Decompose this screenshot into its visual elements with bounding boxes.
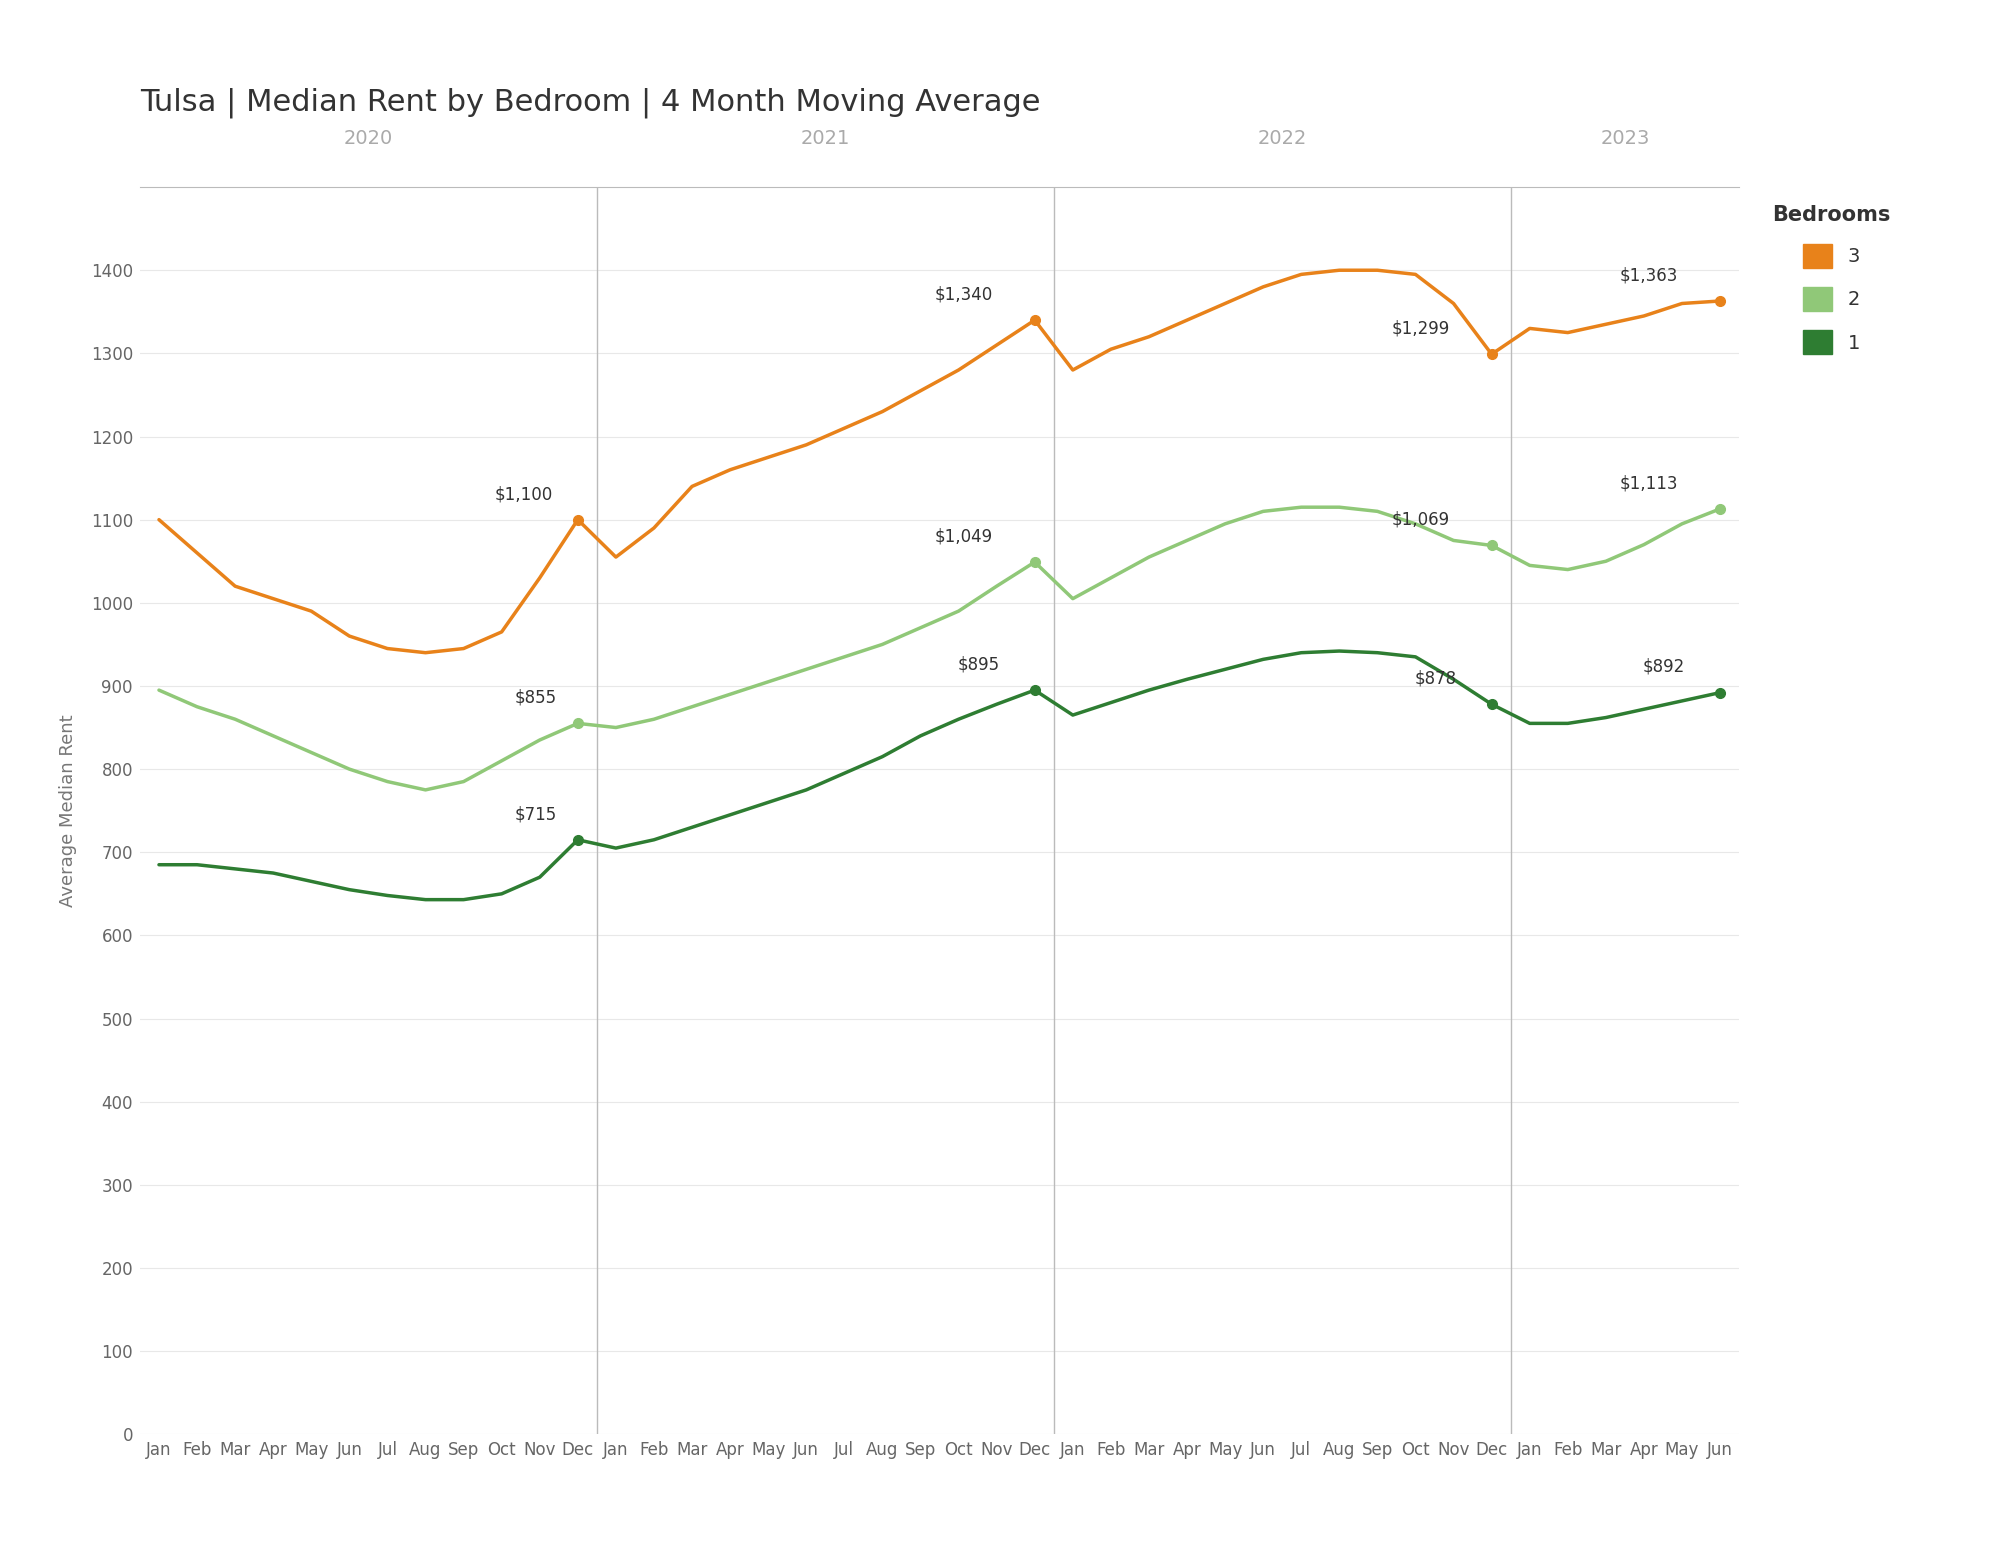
Text: $1,113: $1,113 (1618, 474, 1678, 493)
Text: 2023: 2023 (1600, 129, 1648, 148)
Text: $1,100: $1,100 (494, 485, 553, 504)
Text: $1,069: $1,069 (1391, 511, 1449, 529)
Legend: 3, 2, 1: 3, 2, 1 (1764, 196, 1898, 362)
Text: $855: $855 (515, 689, 557, 706)
Y-axis label: Average Median Rent: Average Median Rent (58, 714, 76, 907)
Text: $878: $878 (1415, 669, 1457, 688)
Text: $1,299: $1,299 (1391, 320, 1449, 338)
Text: $1,049: $1,049 (935, 527, 993, 546)
Text: $895: $895 (957, 655, 999, 673)
Text: $715: $715 (513, 804, 557, 823)
Text: 2020: 2020 (344, 129, 394, 148)
Text: 2022: 2022 (1257, 129, 1307, 148)
Text: Tulsa | Median Rent by Bedroom | 4 Month Moving Average: Tulsa | Median Rent by Bedroom | 4 Month… (140, 87, 1039, 118)
Text: 2021: 2021 (801, 129, 849, 148)
Text: $892: $892 (1642, 658, 1684, 677)
Text: $1,340: $1,340 (935, 285, 993, 304)
Text: $1,363: $1,363 (1618, 267, 1678, 284)
